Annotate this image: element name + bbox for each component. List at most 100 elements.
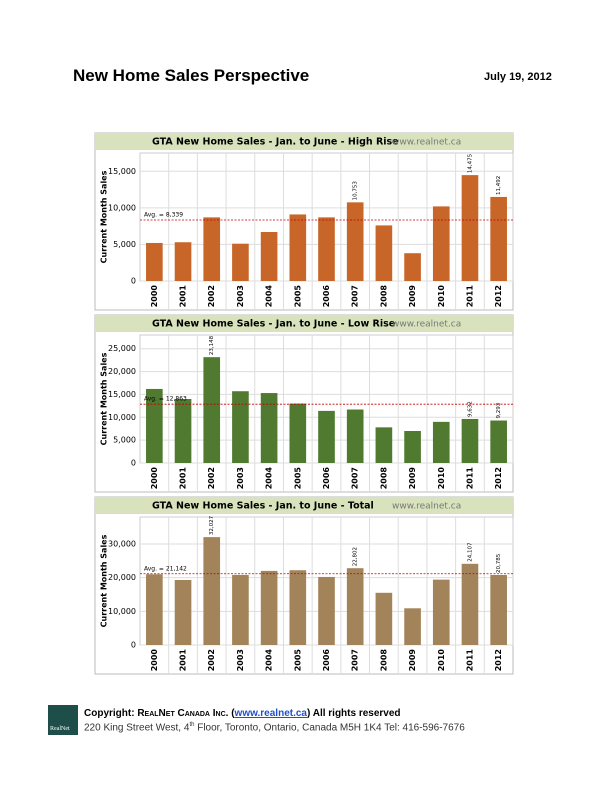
bar bbox=[346, 568, 364, 645]
y-tick-label: 10,000 bbox=[108, 607, 136, 616]
bar bbox=[318, 217, 335, 281]
bar bbox=[203, 357, 221, 463]
bar bbox=[232, 243, 249, 281]
address-text: Floor, Toronto, Ontario, Canada M5H 1K4 … bbox=[194, 722, 465, 734]
x-tick-label: 2005 bbox=[293, 467, 302, 490]
y-tick-label: 10,000 bbox=[108, 413, 136, 422]
chart-source: www.realnet.ca bbox=[392, 138, 461, 148]
x-tick-label: 2006 bbox=[322, 467, 331, 490]
x-tick-label: 2007 bbox=[351, 467, 360, 489]
copyright-label: Copyright: bbox=[84, 708, 138, 719]
data-label: 24,107 bbox=[467, 542, 473, 562]
x-tick-label: 2001 bbox=[179, 467, 188, 490]
x-tick-label: 2006 bbox=[322, 285, 331, 308]
bar bbox=[146, 242, 163, 281]
bar bbox=[404, 431, 421, 463]
x-tick-label: 2011 bbox=[465, 649, 474, 672]
y-tick-label: 0 bbox=[131, 277, 136, 286]
bar bbox=[174, 579, 192, 645]
y-tick-label: 15,000 bbox=[108, 390, 136, 399]
x-tick-label: 2004 bbox=[265, 467, 274, 490]
bar bbox=[490, 420, 507, 463]
data-label: 9,293 bbox=[496, 402, 502, 418]
average-label: Avg. = 12,863 bbox=[144, 396, 187, 403]
page-date: July 19, 2012 bbox=[484, 71, 552, 83]
x-tick-label: 2000 bbox=[150, 649, 159, 672]
x-tick-label: 2003 bbox=[236, 649, 245, 671]
chart-title: GTA New Home Sales - Jan. to June - High… bbox=[152, 137, 399, 148]
address-text: 220 King Street West, 4 bbox=[84, 722, 190, 734]
chart-source: www.realnet.ca bbox=[392, 320, 461, 330]
x-tick-label: 2012 bbox=[494, 467, 503, 489]
bar bbox=[318, 576, 335, 645]
y-tick-label: 15,000 bbox=[108, 167, 136, 176]
bar bbox=[461, 175, 479, 281]
chart-header bbox=[95, 497, 513, 514]
data-label: 20,785 bbox=[496, 553, 502, 573]
x-tick-label: 2010 bbox=[437, 285, 446, 308]
average-label: Avg. = 21,142 bbox=[144, 565, 187, 572]
x-tick-label: 2011 bbox=[465, 467, 474, 490]
chart-header bbox=[95, 133, 513, 150]
x-tick-label: 2003 bbox=[236, 467, 245, 489]
x-tick-label: 2008 bbox=[379, 649, 388, 672]
chart-header bbox=[95, 315, 513, 332]
y-tick-label: 10,000 bbox=[108, 203, 136, 212]
y-tick-label: 5,000 bbox=[113, 240, 136, 249]
y-axis-title: Current Month Sales bbox=[100, 352, 109, 445]
logo-text: RealNet bbox=[50, 726, 70, 732]
x-tick-label: 2009 bbox=[408, 649, 417, 672]
bar bbox=[146, 574, 163, 645]
data-label: 9,632 bbox=[467, 401, 473, 417]
website-link[interactable]: www.realnet.ca bbox=[234, 708, 307, 719]
y-tick-label: 0 bbox=[131, 459, 136, 468]
bar bbox=[461, 418, 479, 463]
bar bbox=[289, 214, 307, 281]
logo: RealNet bbox=[48, 705, 78, 735]
x-tick-label: 2010 bbox=[437, 649, 446, 672]
address-sup: th bbox=[189, 722, 195, 728]
bar bbox=[232, 391, 249, 463]
x-tick-label: 2009 bbox=[408, 467, 417, 490]
x-tick-label: 2008 bbox=[379, 467, 388, 490]
y-tick-label: 30,000 bbox=[108, 539, 136, 548]
page-title: New Home Sales Perspective bbox=[73, 66, 310, 85]
data-label: 22,802 bbox=[353, 547, 359, 566]
x-tick-label: 2010 bbox=[437, 467, 446, 490]
chart-title: GTA New Home Sales - Jan. to June - Tota… bbox=[152, 501, 374, 512]
bar bbox=[432, 579, 450, 645]
x-tick-label: 2005 bbox=[293, 285, 302, 308]
bar bbox=[289, 403, 307, 463]
charts: GTA New Home Sales - Jan. to June - High… bbox=[94, 132, 514, 675]
y-axis-title: Current Month Sales bbox=[100, 534, 109, 627]
bar bbox=[318, 410, 335, 463]
chart-title: GTA New Home Sales - Jan. to June - Low … bbox=[152, 319, 395, 330]
y-tick-label: 5,000 bbox=[113, 436, 136, 445]
y-tick-label: 20,000 bbox=[108, 573, 136, 582]
bar bbox=[404, 253, 421, 281]
x-tick-label: 2008 bbox=[379, 285, 388, 308]
bar bbox=[260, 393, 278, 463]
x-tick-label: 2000 bbox=[150, 467, 159, 490]
x-tick-label: 2012 bbox=[494, 285, 503, 307]
rights: ) All rights reserved bbox=[306, 708, 401, 719]
x-tick-label: 2002 bbox=[207, 467, 216, 489]
copyright: Copyright: RealNet Canada Inc. (www.real… bbox=[84, 708, 401, 719]
x-tick-label: 2011 bbox=[465, 285, 474, 308]
data-label: 23,148 bbox=[209, 335, 215, 355]
x-tick-label: 2007 bbox=[351, 285, 360, 307]
x-tick-label: 2006 bbox=[322, 649, 331, 672]
x-tick-label: 2002 bbox=[207, 649, 216, 671]
x-tick-label: 2001 bbox=[179, 649, 188, 672]
bar bbox=[404, 608, 421, 645]
company: RealNet Canada Inc. bbox=[137, 708, 229, 719]
bar bbox=[432, 421, 450, 463]
data-label: 14,475 bbox=[467, 153, 473, 173]
data-label: 11,492 bbox=[496, 176, 502, 195]
x-tick-label: 2002 bbox=[207, 285, 216, 307]
bar bbox=[375, 427, 393, 463]
bar bbox=[432, 206, 450, 281]
bar bbox=[461, 563, 479, 645]
bar bbox=[260, 231, 278, 281]
